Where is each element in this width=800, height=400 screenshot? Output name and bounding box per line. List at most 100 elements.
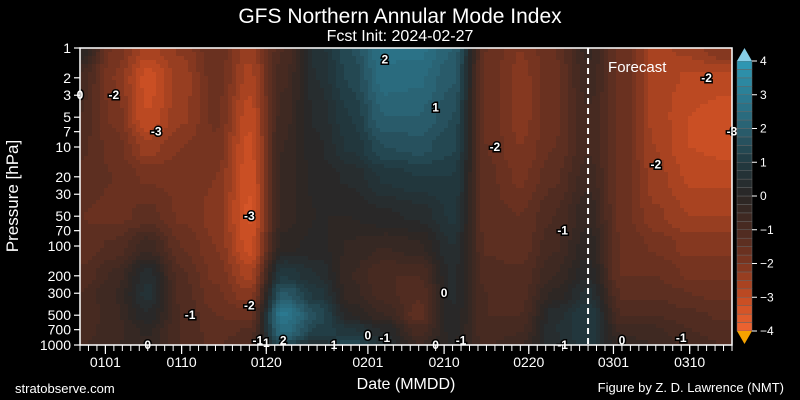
field-cell (252, 208, 257, 213)
field-cell (164, 200, 169, 205)
field-cell (132, 272, 137, 277)
field-cell (124, 88, 129, 93)
field-cell (128, 172, 133, 177)
field-cell (268, 112, 273, 117)
field-cell (220, 160, 225, 165)
field-cell (272, 292, 277, 297)
field-cell (240, 304, 245, 309)
field-cell (180, 208, 185, 213)
field-cell (148, 172, 153, 177)
field-cell (88, 340, 93, 345)
field-cell (116, 328, 121, 333)
field-cell (112, 196, 117, 201)
field-cell (164, 272, 169, 277)
field-cell (176, 216, 181, 221)
field-cell (136, 116, 141, 121)
field-cell (200, 56, 205, 61)
field-cell (252, 152, 257, 157)
field-cell (332, 184, 337, 189)
field-cell (228, 120, 233, 125)
field-cell (208, 136, 213, 141)
field-cell (260, 96, 265, 101)
field-cell (132, 260, 137, 265)
field-cell (160, 284, 165, 289)
field-cell (84, 56, 89, 61)
field-cell (260, 136, 265, 141)
field-cell (312, 144, 317, 149)
field-cell (312, 292, 317, 297)
field-cell (104, 316, 109, 321)
field-cell (240, 244, 245, 249)
field-cell (152, 256, 157, 261)
field-cell (288, 212, 293, 217)
field-cell (268, 188, 273, 193)
field-cell (120, 304, 125, 309)
field-cell (216, 116, 221, 121)
field-cell (96, 48, 101, 53)
field-cell (96, 172, 101, 177)
field-cell (308, 72, 313, 77)
field-cell (208, 132, 213, 137)
field-cell (252, 260, 257, 265)
field-cell (336, 108, 341, 113)
field-cell (272, 320, 277, 325)
field-cell (276, 336, 281, 341)
field-cell (292, 176, 297, 181)
field-cell (196, 336, 201, 341)
field-cell (332, 340, 337, 345)
field-cell (140, 108, 145, 113)
field-cell (240, 104, 245, 109)
field-cell (224, 132, 229, 137)
field-cell (208, 296, 213, 301)
field-cell (224, 284, 229, 289)
field-cell (252, 324, 257, 329)
field-cell (168, 48, 173, 53)
field-cell (248, 316, 253, 321)
field-cell (228, 204, 233, 209)
field-cell (224, 148, 229, 153)
field-cell (84, 80, 89, 85)
field-cell (148, 220, 153, 225)
field-cell (160, 56, 165, 61)
field-cell (268, 88, 273, 93)
field-cell (284, 320, 289, 325)
field-cell (252, 248, 257, 253)
field-cell (296, 260, 301, 265)
field-cell (84, 320, 89, 325)
field-cell (176, 224, 181, 229)
field-cell (280, 196, 285, 201)
field-cell (144, 184, 149, 189)
field-cell (252, 172, 257, 177)
field-cell (260, 164, 265, 169)
field-cell (192, 112, 197, 117)
field-cell (180, 152, 185, 157)
field-cell (172, 332, 177, 337)
field-cell (200, 220, 205, 225)
field-cell (144, 308, 149, 313)
field-cell (332, 280, 337, 285)
field-cell (296, 332, 301, 337)
field-cell (336, 192, 341, 197)
field-cell (156, 256, 161, 261)
field-cell (332, 204, 337, 209)
field-cell (84, 84, 89, 89)
field-cell (276, 140, 281, 145)
field-cell (192, 176, 197, 181)
field-cell (116, 324, 121, 329)
field-cell (340, 120, 345, 125)
field-cell (224, 80, 229, 85)
field-cell (328, 200, 333, 205)
field-cell (208, 220, 213, 225)
field-cell (252, 264, 257, 269)
field-cell (124, 248, 129, 253)
field-cell (92, 328, 97, 333)
field-cell (180, 156, 185, 161)
field-cell (304, 148, 309, 153)
field-cell (316, 256, 321, 261)
field-cell (156, 100, 161, 105)
field-cell (180, 196, 185, 201)
field-cell (316, 336, 321, 341)
field-cell (308, 236, 313, 241)
field-cell (108, 188, 113, 193)
field-cell (248, 160, 253, 165)
